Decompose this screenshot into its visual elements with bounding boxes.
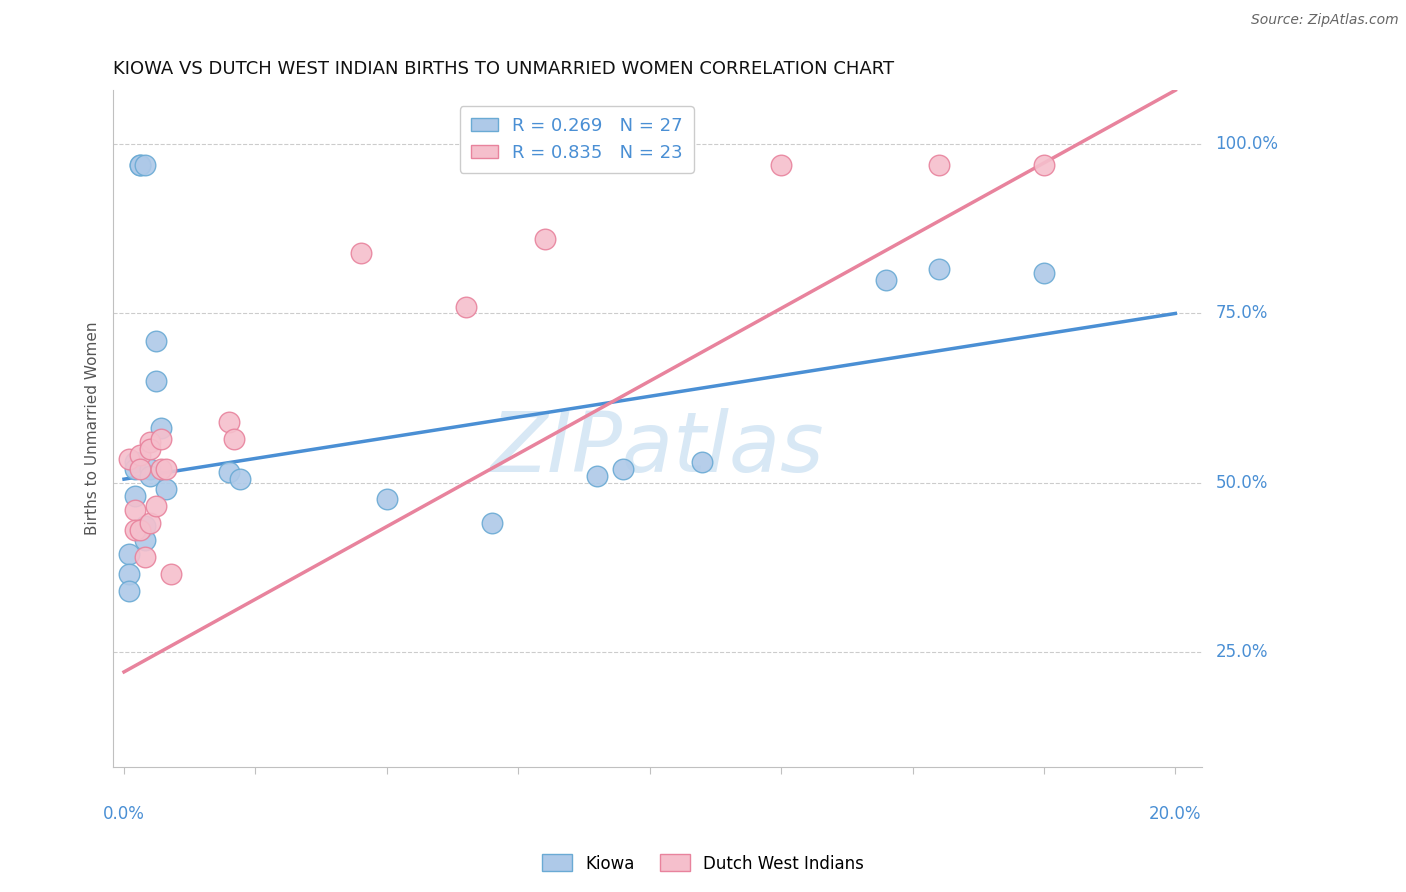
- Point: [160, 566, 183, 581]
- Point: [928, 158, 950, 172]
- Point: [124, 502, 146, 516]
- Point: [928, 262, 950, 277]
- Point: [124, 523, 146, 537]
- Point: [134, 158, 156, 172]
- Point: [124, 455, 146, 469]
- Text: 20.0%: 20.0%: [1149, 805, 1202, 823]
- Y-axis label: Births to Unmarried Women: Births to Unmarried Women: [86, 322, 100, 535]
- Point: [128, 158, 150, 172]
- Point: [149, 421, 172, 435]
- Point: [134, 549, 156, 564]
- Point: [118, 451, 141, 466]
- Text: 100.0%: 100.0%: [1216, 136, 1278, 153]
- Text: 0.0%: 0.0%: [103, 805, 145, 823]
- Point: [586, 468, 609, 483]
- Point: [770, 158, 793, 172]
- Point: [375, 492, 398, 507]
- Point: [155, 462, 177, 476]
- Point: [128, 158, 150, 172]
- Text: KIOWA VS DUTCH WEST INDIAN BIRTHS TO UNMARRIED WOMEN CORRELATION CHART: KIOWA VS DUTCH WEST INDIAN BIRTHS TO UNM…: [114, 60, 894, 78]
- Legend: R = 0.269   N = 27, R = 0.835   N = 23: R = 0.269 N = 27, R = 0.835 N = 23: [460, 106, 693, 173]
- Point: [139, 434, 162, 449]
- Text: ZIPatlas: ZIPatlas: [491, 409, 824, 489]
- Text: 50.0%: 50.0%: [1216, 474, 1268, 491]
- Point: [1032, 158, 1054, 172]
- Point: [128, 462, 150, 476]
- Point: [612, 462, 634, 476]
- Text: 75.0%: 75.0%: [1216, 304, 1268, 322]
- Point: [533, 232, 555, 246]
- Point: [118, 583, 141, 598]
- Point: [124, 489, 146, 503]
- Point: [139, 516, 162, 530]
- Point: [145, 499, 167, 513]
- Point: [481, 516, 503, 530]
- Point: [349, 245, 371, 260]
- Point: [218, 466, 240, 480]
- Point: [139, 442, 162, 456]
- Point: [118, 566, 141, 581]
- Point: [128, 523, 150, 537]
- Point: [134, 519, 156, 533]
- Point: [454, 300, 477, 314]
- Point: [1032, 266, 1054, 280]
- Point: [155, 483, 177, 497]
- Text: Source: ZipAtlas.com: Source: ZipAtlas.com: [1251, 13, 1399, 28]
- Point: [118, 547, 141, 561]
- Point: [145, 334, 167, 348]
- Point: [139, 462, 162, 476]
- Point: [124, 462, 146, 476]
- Point: [134, 533, 156, 547]
- Point: [145, 374, 167, 388]
- Point: [149, 462, 172, 476]
- Point: [128, 449, 150, 463]
- Text: 25.0%: 25.0%: [1216, 642, 1268, 661]
- Point: [149, 432, 172, 446]
- Point: [228, 472, 250, 486]
- Point: [218, 415, 240, 429]
- Point: [875, 272, 897, 286]
- Point: [690, 455, 713, 469]
- Point: [224, 432, 246, 446]
- Legend: Kiowa, Dutch West Indians: Kiowa, Dutch West Indians: [536, 847, 870, 880]
- Point: [139, 468, 162, 483]
